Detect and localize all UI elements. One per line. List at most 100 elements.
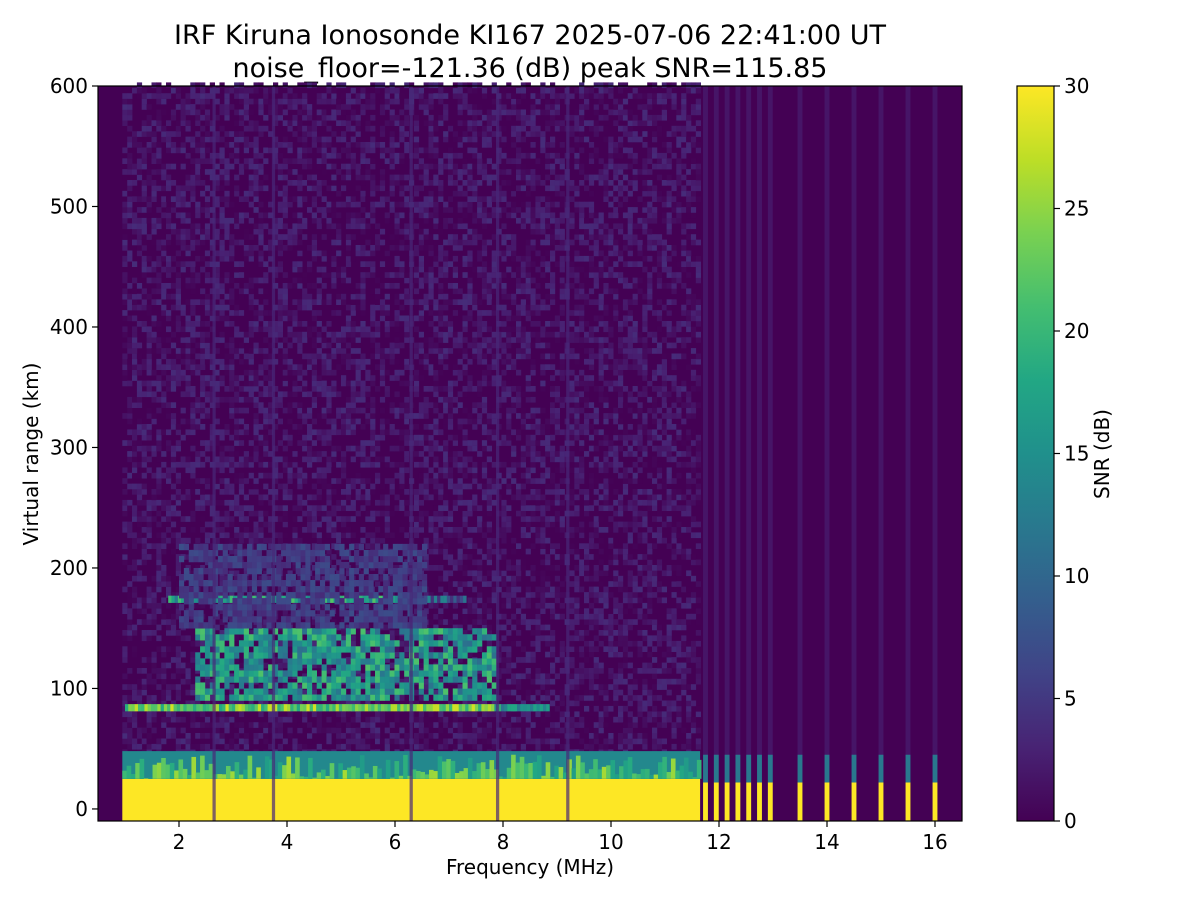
noise-cell bbox=[312, 429, 317, 435]
noise-cell bbox=[419, 733, 424, 739]
noise-cell bbox=[195, 397, 200, 403]
noise-cell bbox=[477, 522, 482, 528]
noise-cell bbox=[161, 93, 166, 99]
noise-cell bbox=[283, 381, 288, 387]
noise-cell bbox=[283, 137, 288, 143]
noise-cell bbox=[186, 744, 191, 750]
noise-cell bbox=[307, 326, 312, 332]
noise-cell bbox=[152, 120, 157, 126]
noise-cell bbox=[176, 424, 181, 430]
noise-cell bbox=[190, 180, 195, 186]
noise-cell bbox=[477, 565, 482, 571]
noise-cell bbox=[166, 478, 171, 484]
noise-cell bbox=[181, 375, 186, 381]
noise-cell bbox=[424, 343, 429, 349]
noise-cell bbox=[467, 148, 472, 154]
noise-cell bbox=[429, 435, 434, 441]
noise-cell bbox=[317, 522, 322, 528]
noise-cell bbox=[453, 240, 458, 246]
noise-cell bbox=[385, 457, 390, 463]
noise-cell bbox=[414, 158, 419, 164]
noise-cell bbox=[463, 370, 468, 376]
noise-cell bbox=[156, 739, 161, 745]
noise-cell bbox=[336, 272, 341, 278]
noise-cell bbox=[122, 326, 127, 332]
noise-cell bbox=[360, 229, 365, 235]
noise-cell bbox=[317, 489, 322, 495]
noise-cell bbox=[312, 359, 317, 365]
noise-cell bbox=[404, 489, 409, 495]
noise-cell bbox=[288, 202, 293, 208]
noise-cell bbox=[433, 424, 438, 430]
noise-cell bbox=[453, 288, 458, 294]
noise-cell bbox=[288, 473, 293, 479]
noise-cell bbox=[322, 511, 327, 517]
noise-cell bbox=[254, 120, 259, 126]
noise-cell bbox=[249, 299, 254, 305]
noise-cell bbox=[181, 310, 186, 316]
noise-cell bbox=[195, 278, 200, 284]
noise-cell bbox=[351, 408, 356, 414]
noise-cell bbox=[404, 402, 409, 408]
noise-cell bbox=[404, 299, 409, 305]
noise-cell bbox=[244, 196, 249, 202]
noise-cell bbox=[137, 608, 142, 614]
noise-cell bbox=[380, 370, 385, 376]
noise-cell bbox=[292, 532, 297, 538]
noise-cell bbox=[370, 148, 375, 154]
noise-cell bbox=[356, 728, 361, 734]
noise-cell bbox=[190, 272, 195, 278]
noise-cell bbox=[156, 218, 161, 224]
noise-cell bbox=[147, 391, 152, 397]
noise-cell bbox=[190, 641, 195, 647]
noise-cell bbox=[166, 359, 171, 365]
noise-cell bbox=[142, 538, 147, 544]
noise-cell bbox=[239, 484, 244, 490]
noise-cell bbox=[156, 565, 161, 571]
noise-cell bbox=[278, 321, 283, 327]
noise-cell bbox=[326, 516, 331, 522]
noise-cell bbox=[326, 511, 331, 517]
noise-cell bbox=[307, 451, 312, 457]
noise-cell bbox=[356, 164, 361, 170]
noise-cell bbox=[467, 527, 472, 533]
noise-cell bbox=[448, 348, 453, 354]
noise-cell bbox=[424, 739, 429, 745]
noise-cell bbox=[331, 478, 336, 484]
noise-cell bbox=[166, 164, 171, 170]
noise-cell bbox=[288, 310, 293, 316]
noise-cell bbox=[147, 467, 152, 473]
noise-cell bbox=[390, 375, 395, 381]
noise-cell bbox=[205, 354, 210, 360]
noise-cell bbox=[263, 739, 268, 745]
noise-cell bbox=[326, 402, 331, 408]
noise-cell bbox=[351, 733, 356, 739]
noise-cell bbox=[147, 516, 152, 522]
noise-cell bbox=[249, 202, 254, 208]
noise-cell bbox=[458, 93, 463, 99]
noise-cell bbox=[351, 305, 356, 311]
noise-cell bbox=[336, 408, 341, 414]
noise-cell bbox=[360, 391, 365, 397]
noise-cell bbox=[229, 684, 234, 690]
noise-cell bbox=[239, 408, 244, 414]
noise-cell bbox=[224, 251, 229, 257]
noise-cell bbox=[205, 484, 210, 490]
noise-cell bbox=[419, 348, 424, 354]
noise-cell bbox=[302, 180, 307, 186]
noise-cell bbox=[302, 99, 307, 105]
noise-cell bbox=[453, 435, 458, 441]
noise-cell bbox=[317, 381, 322, 387]
noise-cell bbox=[463, 137, 468, 143]
noise-cell bbox=[190, 321, 195, 327]
noise-cell bbox=[399, 185, 404, 191]
noise-cell bbox=[438, 158, 443, 164]
noise-cell bbox=[122, 120, 127, 126]
noise-cell bbox=[443, 207, 448, 213]
noise-cell bbox=[181, 635, 186, 641]
noise-cell bbox=[375, 234, 380, 240]
noise-cell bbox=[433, 153, 438, 159]
noise-cell bbox=[395, 256, 400, 262]
noise-cell bbox=[132, 722, 137, 728]
noise-cell bbox=[414, 272, 419, 278]
